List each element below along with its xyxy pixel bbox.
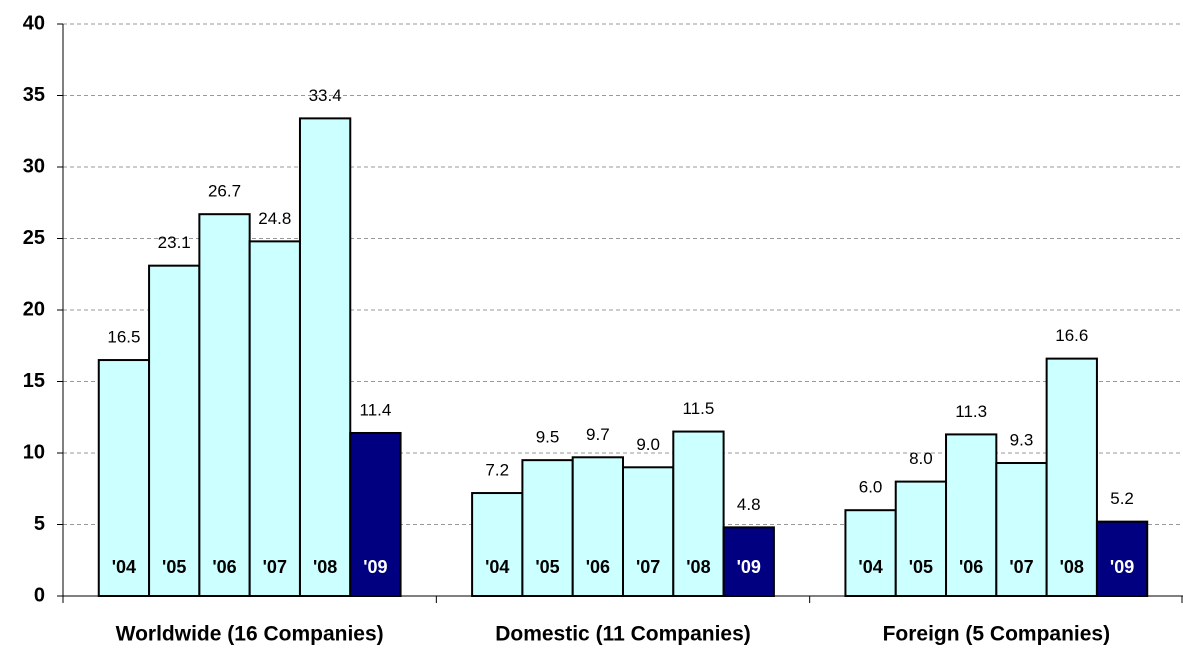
series-label: '05 bbox=[535, 557, 559, 577]
series-label: '08 bbox=[313, 557, 337, 577]
bar bbox=[148, 264, 201, 597]
series-label: '06 bbox=[212, 557, 236, 577]
series-label: '04 bbox=[112, 557, 136, 577]
y-tick-label: 40 bbox=[23, 12, 45, 34]
data-label: 24.8 bbox=[258, 209, 291, 228]
data-label: 5.2 bbox=[1110, 489, 1134, 508]
data-label: 4.8 bbox=[737, 495, 761, 514]
y-tick-label: 35 bbox=[23, 84, 45, 106]
data-label: 9.7 bbox=[586, 425, 610, 444]
bar bbox=[198, 213, 251, 597]
bar bbox=[97, 359, 151, 597]
series-label: '09 bbox=[737, 557, 761, 577]
y-tick-label: 10 bbox=[23, 441, 45, 463]
bar bbox=[722, 526, 775, 597]
data-label: 23.1 bbox=[158, 233, 191, 252]
x-tick-label: Domestic (11 Companies) bbox=[495, 623, 751, 646]
series-label: '07 bbox=[1009, 557, 1033, 577]
data-label: 7.2 bbox=[485, 461, 509, 480]
data-label: 33.4 bbox=[309, 86, 342, 105]
data-label: 11.4 bbox=[360, 400, 392, 419]
bar bbox=[995, 462, 1048, 598]
x-tick-label: Foreign (5 Companies) bbox=[883, 623, 1111, 646]
series-label: '04 bbox=[858, 557, 882, 577]
bar bbox=[945, 433, 998, 597]
x-tick-label: Worldwide (16 Companies) bbox=[116, 623, 384, 646]
bar bbox=[672, 430, 725, 597]
series-label: '06 bbox=[959, 557, 983, 577]
bar bbox=[1045, 357, 1098, 597]
series-label: '08 bbox=[686, 557, 710, 577]
y-tick-label: 0 bbox=[34, 584, 45, 606]
data-label: 26.7 bbox=[208, 182, 241, 201]
series-label: '08 bbox=[1060, 557, 1084, 577]
data-label: 16.5 bbox=[107, 328, 140, 347]
bar bbox=[622, 466, 675, 597]
y-tick-label: 5 bbox=[34, 513, 45, 535]
series-label: '07 bbox=[636, 557, 660, 577]
series-label: '06 bbox=[586, 557, 610, 577]
data-label: 9.3 bbox=[1010, 430, 1034, 449]
series-label: '09 bbox=[363, 557, 387, 577]
data-label: 9.0 bbox=[636, 435, 660, 454]
series-label: '07 bbox=[263, 557, 287, 577]
series-label: '05 bbox=[909, 557, 933, 577]
series-label: '04 bbox=[485, 557, 509, 577]
y-tick-label: 25 bbox=[23, 227, 45, 249]
y-tick-label: 20 bbox=[23, 298, 45, 320]
bar bbox=[471, 492, 524, 598]
y-tick-label: 30 bbox=[23, 155, 45, 177]
y-tick-label: 15 bbox=[23, 370, 45, 392]
bar bbox=[571, 456, 625, 598]
bar bbox=[1095, 520, 1149, 598]
data-label: 16.6 bbox=[1055, 326, 1088, 345]
bar bbox=[248, 240, 301, 598]
data-label: 8.0 bbox=[909, 449, 933, 468]
series-label: '09 bbox=[1110, 557, 1134, 577]
data-label: 11.5 bbox=[683, 399, 715, 418]
bar bbox=[844, 509, 897, 598]
bar bbox=[894, 480, 948, 598]
data-label: 9.5 bbox=[536, 428, 560, 447]
bar bbox=[349, 431, 402, 598]
data-label: 11.3 bbox=[955, 402, 987, 421]
series-label: '05 bbox=[162, 557, 186, 577]
bar bbox=[298, 117, 352, 597]
data-label: 6.0 bbox=[859, 478, 883, 497]
